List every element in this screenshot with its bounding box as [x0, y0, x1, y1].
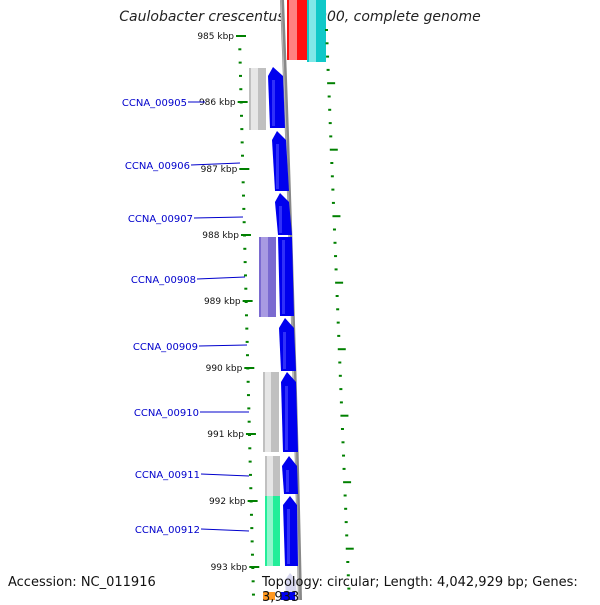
gene-label[interactable]: CCNA_00905 — [122, 98, 187, 109]
gene-leader-line — [196, 276, 246, 280]
accession-text: Accession: NC_011916 — [8, 575, 156, 590]
gene-leader-line — [198, 344, 248, 347]
kbp-tick-label: 992 kbp — [209, 497, 246, 507]
kbp-tick-label: 986 kbp — [199, 98, 236, 108]
gene-leader-line — [190, 162, 241, 166]
gene-label[interactable]: CCNA_00906 — [125, 161, 190, 172]
gene-label[interactable]: CCNA_00911 — [135, 470, 200, 481]
gene-label[interactable]: CCNA_00907 — [128, 214, 193, 225]
gene-label[interactable]: CCNA_00909 — [133, 342, 198, 353]
gray-features — [249, 68, 280, 496]
genome-summary: Topology: circular; Length: 4,042,929 bp… — [262, 575, 578, 605]
kbp-tick-label: 988 kbp — [202, 231, 239, 241]
kbp-tick-label: 990 kbp — [206, 364, 243, 374]
kbp-tick-label: 985 kbp — [197, 32, 234, 42]
kbp-tick-label: 991 kbp — [207, 430, 244, 440]
outer-tick-marks — [325, 29, 354, 590]
gene-label[interactable]: CCNA_00910 — [134, 408, 199, 419]
gene-leader-line — [200, 528, 250, 532]
kbp-tick-label: 993 kbp — [211, 563, 248, 573]
gene-label[interactable]: CCNA_00912 — [135, 525, 200, 536]
gene-leader-line — [193, 216, 244, 219]
gene-leader-line — [200, 473, 250, 477]
kbp-tick-label: 987 kbp — [201, 165, 238, 175]
orange-feature — [263, 592, 275, 600]
kbp-tick-label: 989 kbp — [204, 297, 241, 307]
gene-label[interactable]: CCNA_00908 — [131, 275, 196, 286]
